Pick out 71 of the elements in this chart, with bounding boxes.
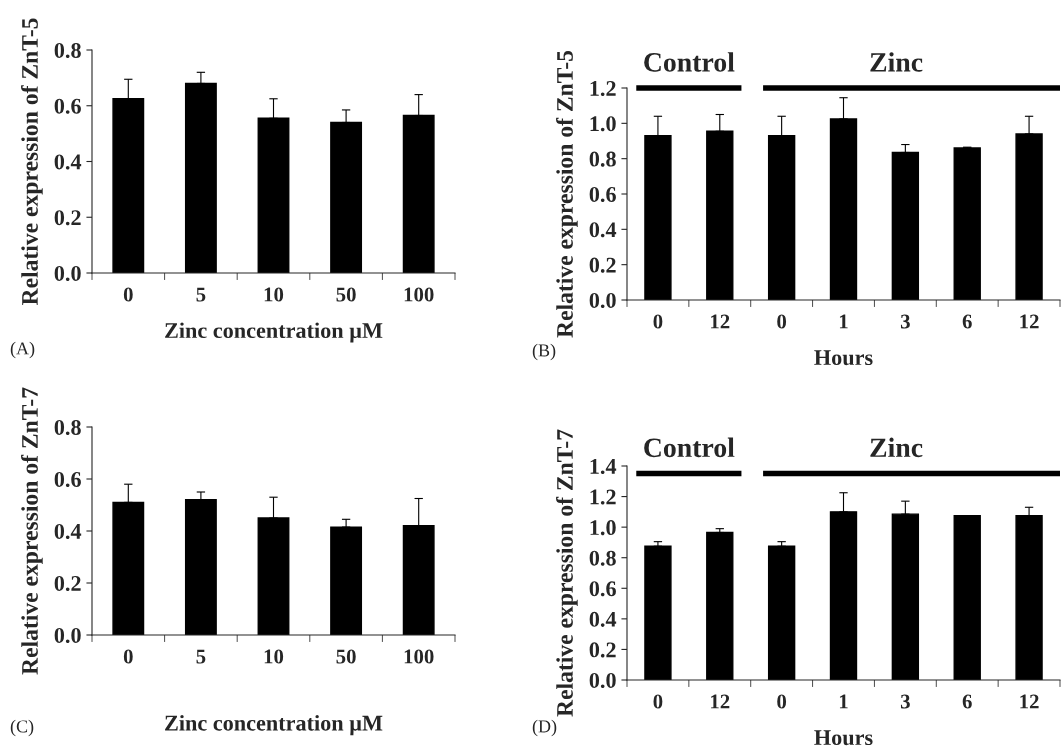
y-tick-label: 1.0 [590,116,616,132]
x-tick-label: 100 [404,287,434,302]
x-tick-label: 12 [711,314,730,329]
y-tick-label: 1.2 [590,80,616,97]
y-tick-label: 0.8 [54,419,81,436]
text: Control [644,52,735,72]
text: (C) [10,719,34,737]
x-tick-label: 0 [777,314,787,329]
x-tick-label: 0 [777,694,787,709]
y-tick-label: 0.4 [54,154,82,170]
x-tick-label: 12 [1020,694,1039,709]
x-tick-label: 1 [839,314,848,329]
y-axis-title: Relative expression of ZnT-5 [556,50,578,338]
x-axis-title: Hours [814,350,873,366]
bar [706,531,734,680]
bar [953,147,981,300]
text: Zinc [870,437,923,458]
y-tick-label: 0.6 [54,471,81,488]
y-tick-label: 0.2 [589,642,616,658]
text: (D) [532,719,557,737]
y-tick-label: 0.0 [589,672,616,689]
y-tick-label: 0.0 [589,292,616,309]
y-tick-label: 0.8 [54,42,81,59]
x-tick-label: 3 [900,694,910,709]
y-tick-label: 0.2 [589,257,616,273]
x-tick-label: 12 [711,694,730,709]
y-tick-label: 0.2 [54,210,81,226]
bar [257,517,290,635]
x-tick-label: 0 [653,314,663,329]
x-axis-title: Zinc concentration µM [165,322,383,343]
text: Zinc [870,52,923,72]
x-tick-label: 1 [839,694,848,709]
y-tick-label: 1.2 [590,489,616,505]
text: (A) [10,341,35,359]
y-tick-label: 0.8 [589,550,616,566]
y-axis-title: Relative expression of ZnT-7 [556,429,578,717]
x-tick-label: 50 [336,649,356,664]
x-tick-label: 6 [962,694,972,709]
bar [644,545,672,680]
x-tick-label: 0 [123,287,133,302]
y-tick-label: 0.6 [589,186,616,203]
text: (B) [532,343,556,361]
x-tick-label: 0 [123,649,133,664]
bar [767,545,796,680]
y-tick-label: 1.4 [590,459,617,475]
x-tick-label: 6 [962,314,972,329]
bar [953,514,981,680]
y-axis-title: Relative expression of ZnT-5 [21,18,43,306]
y-axis-title: Relative expression of ZnT-7 [21,387,43,675]
x-tick-label: 10 [264,287,284,302]
y-tick-label: 0.0 [54,627,81,644]
y-tick-label: 0.6 [589,581,616,597]
y-tick-label: 0.6 [54,98,81,114]
x-tick-label: 50 [336,287,356,302]
y-tick-label: 1.0 [590,520,616,536]
x-tick-label: 5 [196,649,206,664]
y-tick-label: 0.4 [54,523,82,540]
x-tick-label: 5 [196,287,206,302]
x-tick-label: 100 [404,649,434,664]
y-tick-label: 0.8 [589,151,616,167]
x-tick-label: 12 [1020,314,1039,329]
x-axis-title: Hours [814,730,873,746]
text: Control [644,437,735,458]
x-tick-label: 0 [653,694,663,709]
x-tick-label: 3 [900,314,910,329]
x-tick-label: 10 [264,649,284,664]
y-tick-label: 0.2 [54,575,81,592]
y-tick-label: 0.0 [54,265,81,282]
y-tick-label: 0.4 [589,222,617,238]
y-tick-label: 0.4 [589,611,617,627]
x-axis-title: Zinc concentration µM [165,715,383,736]
